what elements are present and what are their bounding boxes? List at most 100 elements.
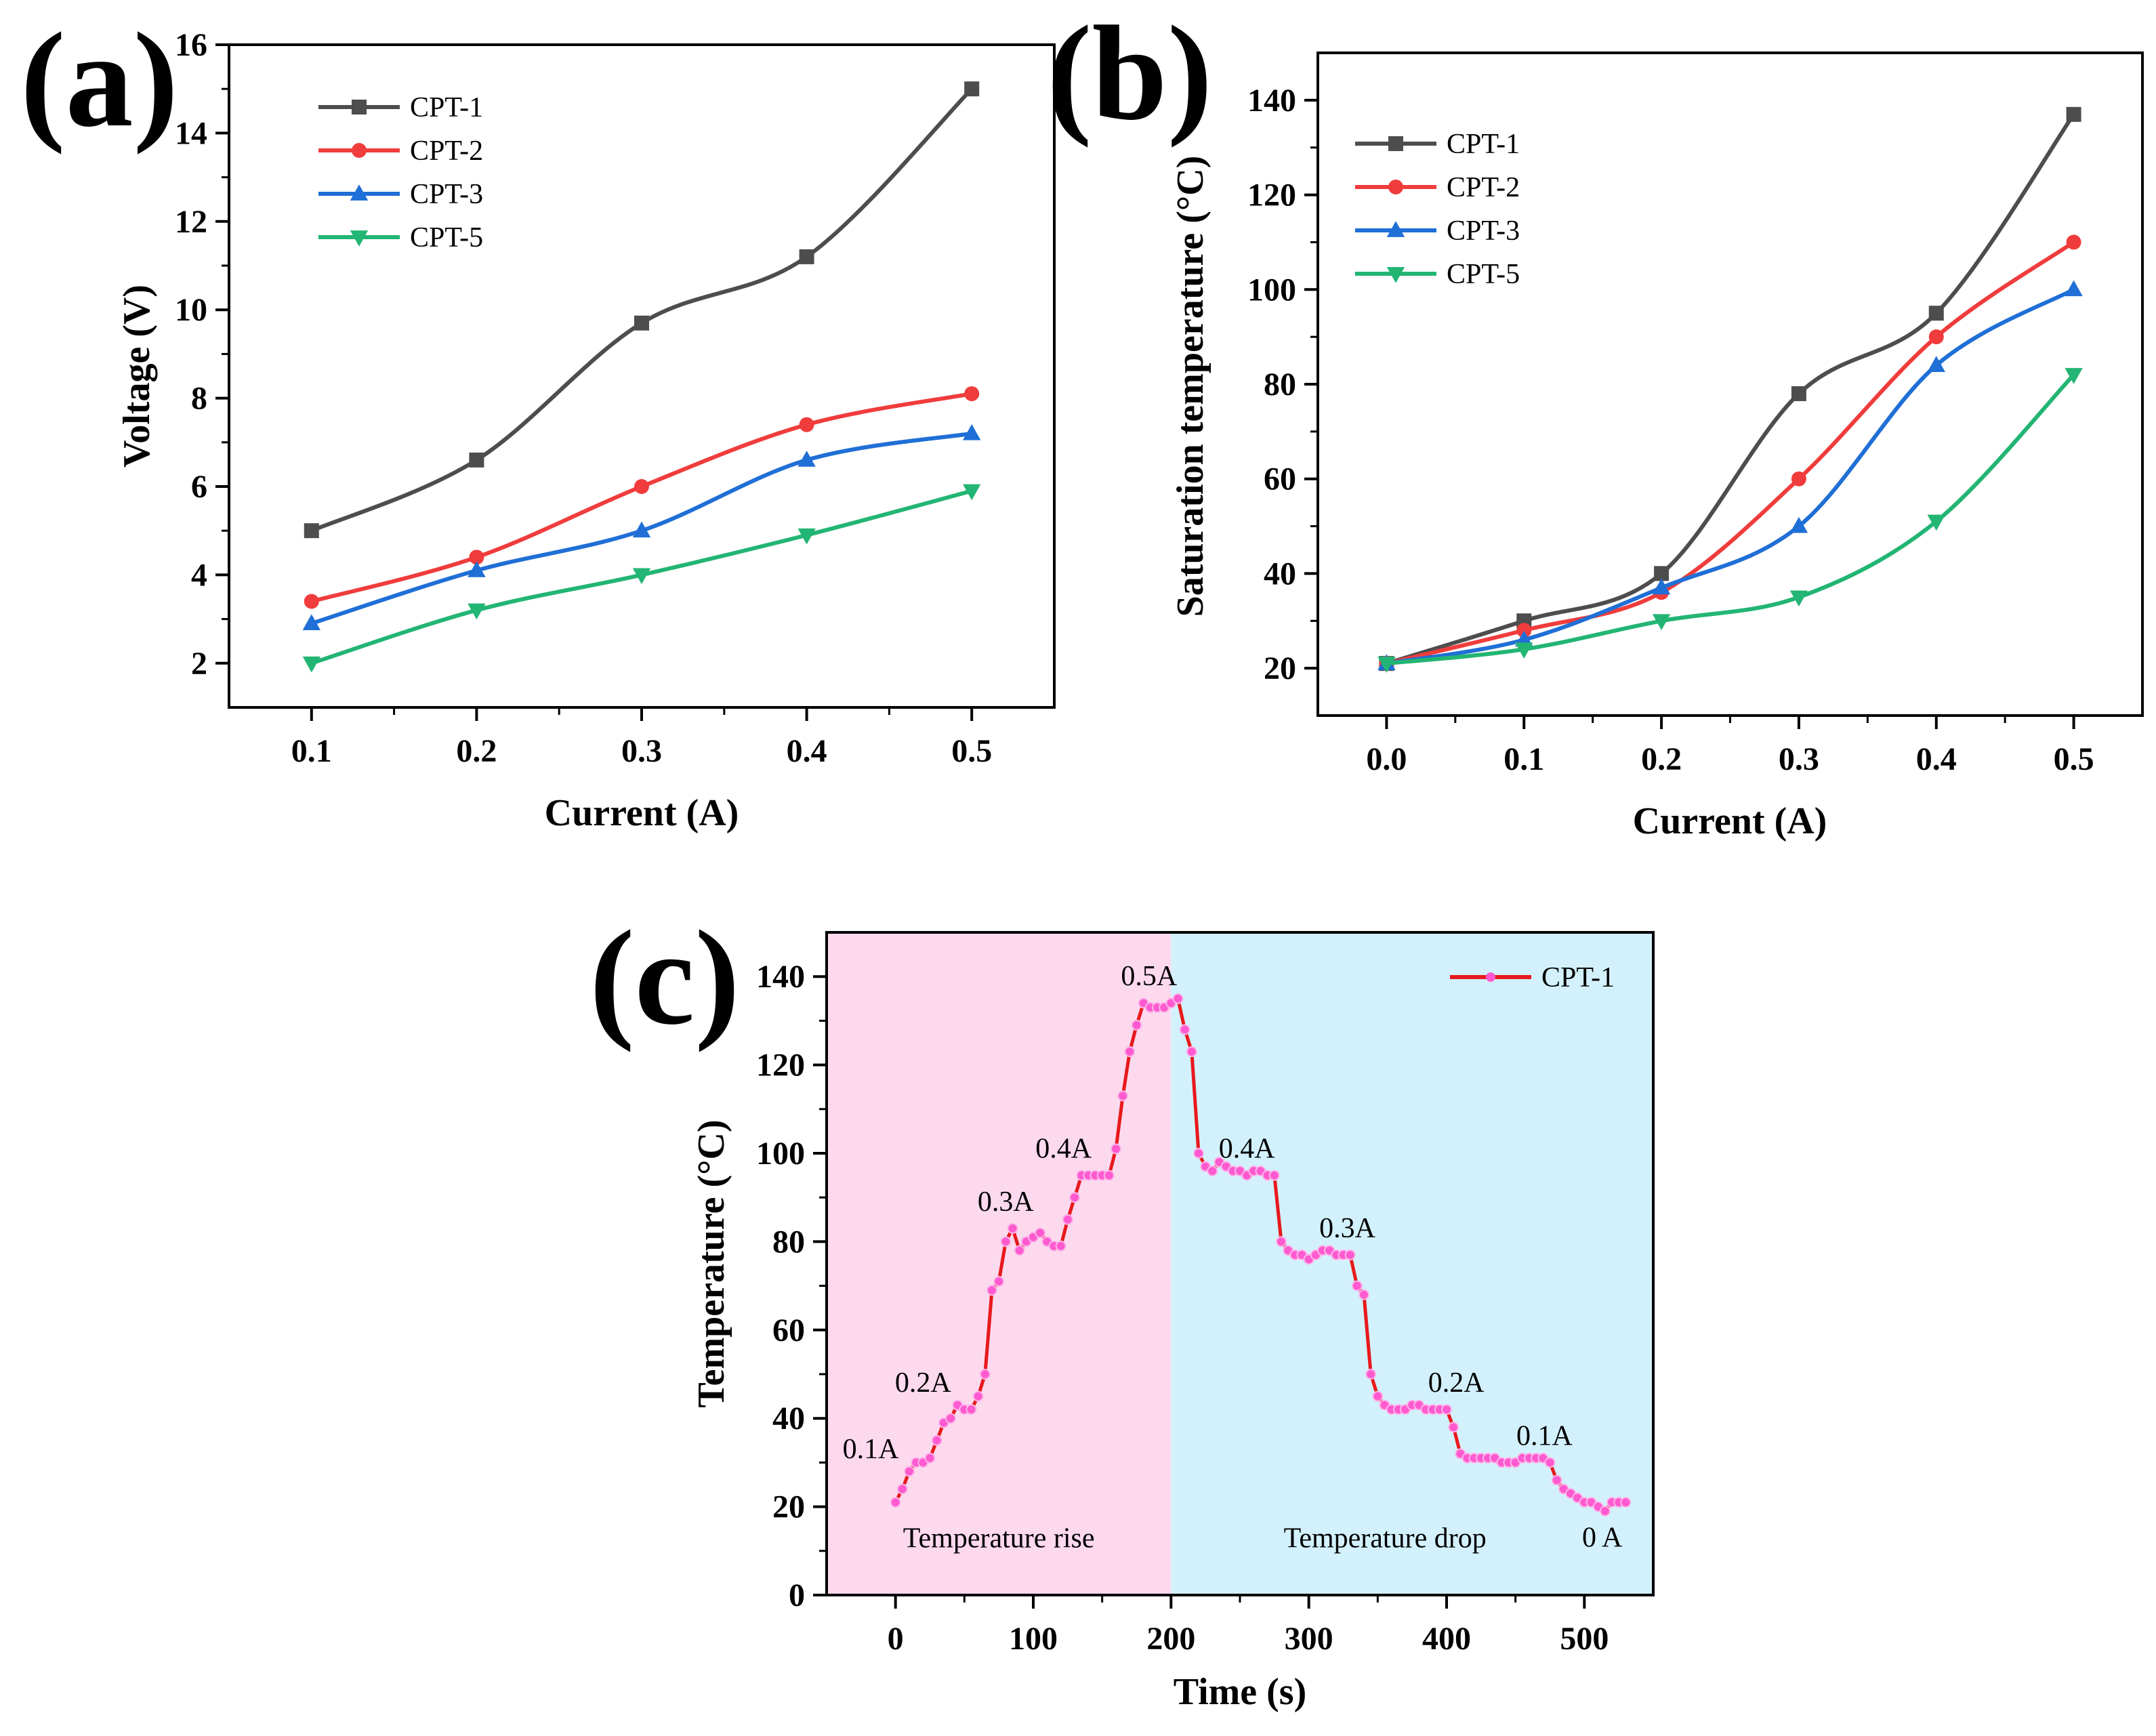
x-tick-label: 0.2 xyxy=(456,733,497,769)
y-tick-label: 10 xyxy=(175,292,207,328)
x-tick-label: 500 xyxy=(1560,1621,1609,1657)
data-point-cpt-1 xyxy=(964,81,980,97)
data-point-cpt-1 xyxy=(1111,1143,1121,1155)
current-step-label: 0.3A xyxy=(978,1186,1035,1218)
data-point-cpt-1 xyxy=(799,249,814,264)
data-point-cpt-2 xyxy=(2066,234,2081,250)
data-point-cpt-3 xyxy=(1652,578,1671,595)
data-point-cpt-1 xyxy=(1103,1170,1115,1181)
data-point-cpt-3 xyxy=(632,521,651,538)
data-point-cpt-2 xyxy=(799,417,814,432)
current-step-label: 0.5A xyxy=(1121,961,1178,992)
data-point-cpt-1 xyxy=(924,1452,936,1464)
data-point-cpt-1 xyxy=(979,1369,991,1380)
current-step-label: 0.1A xyxy=(843,1434,900,1465)
data-point-cpt-1 xyxy=(1069,1192,1080,1203)
data-point-cpt-2 xyxy=(304,594,319,609)
legend-label-cpt-2: CPT-2 xyxy=(410,136,483,167)
data-point-cpt-1 xyxy=(1351,1280,1363,1291)
y-tick-label: 14 xyxy=(175,115,207,151)
legend-marker-cpt-5 xyxy=(1386,267,1405,283)
current-step-label: 0 A xyxy=(1582,1522,1623,1553)
data-point-cpt-1 xyxy=(304,523,319,539)
data-point-cpt-1 xyxy=(1791,386,1806,401)
data-point-cpt-1 xyxy=(1124,1046,1136,1058)
data-point-cpt-5 xyxy=(468,603,486,620)
data-point-cpt-2 xyxy=(469,550,484,565)
data-point-cpt-1 xyxy=(1131,1019,1142,1031)
panel-a-label: (a) xyxy=(20,5,178,155)
legend-marker-cpt-1 xyxy=(352,100,367,115)
data-point-cpt-1 xyxy=(1372,1390,1384,1402)
legend-label-cpt-5: CPT-5 xyxy=(410,222,483,253)
panel-b-x-axis-title: Current (A) xyxy=(1633,800,1827,842)
data-point-cpt-5 xyxy=(963,484,981,501)
y-tick-label: 12 xyxy=(175,204,207,240)
current-step-label: 0.2A xyxy=(895,1367,952,1399)
legend-marker-cpt-1 xyxy=(1388,136,1403,151)
y-tick-label: 20 xyxy=(772,1489,805,1525)
legend-label-cpt-1: CPT-1 xyxy=(1541,962,1615,993)
region-label: Temperature rise xyxy=(903,1523,1095,1554)
series-line-cpt-5 xyxy=(1386,373,2075,666)
data-point-cpt-3 xyxy=(1927,356,1945,372)
data-point-cpt-1 xyxy=(1035,1227,1046,1239)
data-point-cpt-1 xyxy=(1276,1236,1287,1247)
x-tick-label: 0.0 xyxy=(1366,741,1407,777)
legend-marker-cpt-1 xyxy=(1486,972,1495,982)
data-point-cpt-5 xyxy=(1377,657,1396,673)
data-point-cpt-5 xyxy=(1789,590,1808,607)
x-tick-label: 0.4 xyxy=(787,733,827,769)
panel-a-x-axis-title: Current (A) xyxy=(545,792,739,834)
legend-marker-cpt-2 xyxy=(352,143,367,158)
data-point-cpt-1 xyxy=(972,1390,984,1402)
data-point-cpt-5 xyxy=(1927,514,1945,531)
current-step-label: 0.4A xyxy=(1035,1134,1092,1165)
data-point-cpt-1 xyxy=(945,1413,956,1424)
data-point-cpt-3 xyxy=(963,424,981,440)
x-tick-label: 100 xyxy=(1009,1621,1058,1657)
x-tick-label: 0 xyxy=(888,1621,904,1657)
y-tick-label: 140 xyxy=(756,959,805,995)
data-point-cpt-1 xyxy=(1172,993,1184,1004)
data-point-cpt-5 xyxy=(2065,368,2083,384)
legend-marker-cpt-3 xyxy=(1386,221,1405,237)
x-tick-label: 400 xyxy=(1422,1621,1471,1657)
data-point-cpt-5 xyxy=(302,656,320,673)
data-point-cpt-1 xyxy=(1441,1404,1452,1415)
x-tick-label: 0.1 xyxy=(291,733,332,769)
legend-label-cpt-1: CPT-1 xyxy=(1447,129,1520,160)
legend-label-cpt-1: CPT-1 xyxy=(410,92,483,123)
x-tick-label: 300 xyxy=(1285,1621,1333,1657)
current-step-label: 0.1A xyxy=(1516,1420,1573,1451)
legend-marker-cpt-2 xyxy=(1388,180,1403,194)
data-point-cpt-1 xyxy=(1344,1249,1356,1260)
y-tick-label: 40 xyxy=(772,1401,805,1437)
data-point-cpt-2 xyxy=(1791,471,1806,487)
legend-marker-cpt-5 xyxy=(350,230,369,247)
y-tick-label: 2 xyxy=(191,646,207,682)
y-tick-label: 60 xyxy=(772,1313,805,1348)
data-point-cpt-5 xyxy=(1515,642,1533,659)
data-point-cpt-1 xyxy=(1117,1090,1129,1102)
panel-c-temperature-time-chart: 0 100 200 300 400 500 0 20 40 60 80 100 120 140 CPT-1… xyxy=(589,903,1655,1713)
data-point-cpt-1 xyxy=(1207,1165,1218,1177)
data-point-cpt-3 xyxy=(468,561,486,577)
data-point-cpt-2 xyxy=(634,479,649,494)
x-tick-label: 0.2 xyxy=(1641,741,1682,777)
data-point-cpt-5 xyxy=(797,528,816,545)
y-tick-label: 120 xyxy=(756,1048,805,1083)
data-point-cpt-3 xyxy=(1515,630,1533,647)
data-point-cpt-1 xyxy=(904,1466,915,1477)
legend-label-cpt-2: CPT-2 xyxy=(1447,172,1520,203)
data-point-cpt-1 xyxy=(1654,566,1670,581)
data-point-cpt-2 xyxy=(1516,623,1532,638)
data-point-cpt-1 xyxy=(1000,1236,1012,1247)
current-step-label: 0.3A xyxy=(1319,1213,1376,1244)
series-line-cpt-3 xyxy=(1386,287,2075,666)
legend-label-cpt-3: CPT-3 xyxy=(1447,215,1520,247)
y-tick-label: 100 xyxy=(756,1136,805,1172)
data-point-cpt-1 xyxy=(1179,1024,1190,1035)
data-point-cpt-1 xyxy=(890,1497,901,1508)
